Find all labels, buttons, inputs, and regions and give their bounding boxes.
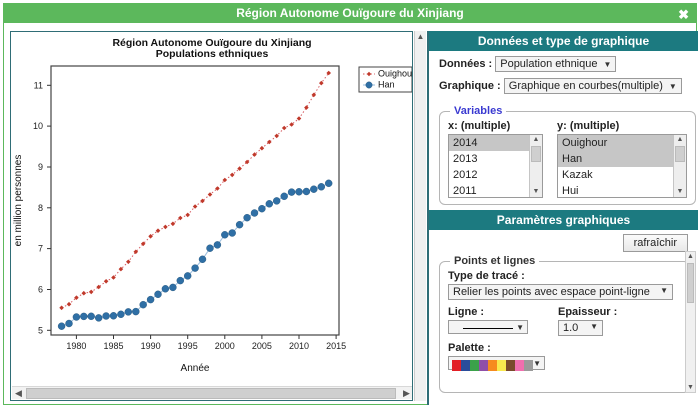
svg-text:1995: 1995 (178, 341, 198, 351)
svg-text:6: 6 (38, 285, 43, 295)
svg-text:Populations ethniques: Populations ethniques (156, 48, 269, 60)
svg-text:8: 8 (38, 203, 43, 213)
svg-text:1990: 1990 (141, 341, 161, 351)
svg-text:10: 10 (33, 121, 43, 131)
svg-text:1985: 1985 (103, 341, 123, 351)
svg-text:Année: Année (181, 363, 210, 374)
svg-text:5: 5 (38, 325, 43, 335)
svg-text:2010: 2010 (289, 341, 309, 351)
svg-text:2000: 2000 (215, 341, 235, 351)
svg-text:7: 7 (38, 244, 43, 254)
svg-text:Han: Han (378, 80, 395, 90)
svg-text:9: 9 (38, 162, 43, 172)
svg-text:1980: 1980 (66, 341, 86, 351)
svg-text:2015: 2015 (326, 341, 346, 351)
svg-text:Ouighour: Ouighour (378, 69, 413, 79)
svg-text:en million personnes: en million personnes (13, 155, 24, 247)
svg-text:11: 11 (34, 80, 43, 90)
svg-text:2005: 2005 (252, 341, 272, 351)
